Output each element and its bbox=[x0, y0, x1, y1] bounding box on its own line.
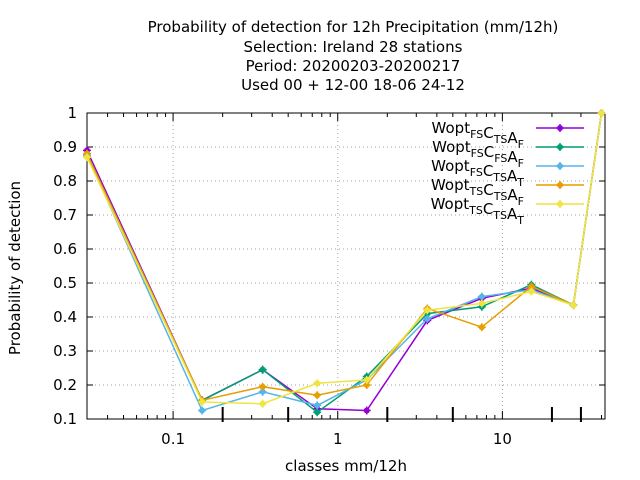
y-tick-label: 0.8 bbox=[53, 172, 77, 190]
legend-entry: WoptFSCTSAF bbox=[432, 119, 584, 151]
series-2 bbox=[83, 109, 606, 415]
legend-label: WoptTSCTSAF bbox=[431, 176, 524, 208]
class-marks bbox=[221, 407, 582, 422]
data-point bbox=[198, 406, 207, 415]
data-point bbox=[313, 408, 322, 417]
y-tick-label: 0.4 bbox=[53, 308, 77, 326]
legend-entry: WoptTSCTSAF bbox=[431, 176, 584, 208]
y-axis-title: Probability of detection bbox=[6, 181, 24, 355]
data-point bbox=[258, 365, 267, 374]
data-point bbox=[569, 301, 578, 310]
data-point bbox=[83, 153, 91, 162]
data-point bbox=[477, 299, 486, 308]
y-tick-label: 0.5 bbox=[53, 274, 77, 292]
title-line-2: Selection: Ireland 28 stations bbox=[244, 38, 463, 56]
series-4 bbox=[83, 109, 606, 408]
legend-entry: WoptFSCFSAF bbox=[432, 138, 584, 170]
data-point bbox=[362, 406, 371, 415]
y-tick-label: 0.1 bbox=[53, 410, 77, 428]
series-3 bbox=[83, 109, 606, 405]
series-0 bbox=[83, 109, 606, 415]
y-tick-label: 0.9 bbox=[53, 138, 77, 156]
grid bbox=[87, 113, 605, 419]
series-line bbox=[86, 112, 603, 412]
x-axis-title: classes mm/12h bbox=[285, 457, 407, 475]
x-tick-label: 0.1 bbox=[161, 430, 185, 448]
title-line-1: Probability of detection for 12h Precipi… bbox=[148, 18, 559, 36]
data-point bbox=[313, 379, 322, 388]
chart-title: Probability of detection for 12h Precipi… bbox=[148, 18, 559, 94]
title-line-4: Used 00 + 12-00 18-06 24-12 bbox=[241, 76, 465, 94]
legend-label: WoptFSCTSAF bbox=[432, 119, 524, 151]
series-line bbox=[86, 112, 603, 405]
data-point bbox=[477, 292, 486, 301]
x-tick-label: 1 bbox=[333, 430, 343, 448]
legend-label: WoptFSCTSAT bbox=[431, 157, 524, 189]
y-tick-label: 0.6 bbox=[53, 240, 77, 258]
series-1 bbox=[83, 109, 606, 417]
axis-ticks: 0.1 0.2 0.3 0.4 0.5 0.6 0.7 0.8 0.9 1 0.1 1 10 bbox=[53, 104, 605, 448]
series-lines bbox=[83, 109, 606, 417]
data-point bbox=[258, 382, 267, 391]
legend-entry: WoptTSCTSAT bbox=[431, 195, 584, 227]
legend-label: WoptTSCTSAT bbox=[431, 195, 525, 227]
series-line bbox=[86, 112, 603, 414]
series-line bbox=[86, 112, 603, 402]
data-point bbox=[423, 314, 432, 323]
y-tick-label: 0.2 bbox=[53, 376, 77, 394]
data-point bbox=[313, 391, 322, 400]
x-tick-label: 10 bbox=[493, 430, 512, 448]
data-point bbox=[423, 306, 432, 315]
y-tick-label: 1 bbox=[67, 104, 77, 122]
series-line bbox=[86, 112, 603, 412]
legend-label: WoptFSCFSAF bbox=[432, 138, 524, 170]
data-point bbox=[362, 381, 371, 389]
data-point bbox=[597, 109, 606, 117]
data-point bbox=[527, 287, 536, 296]
data-point bbox=[198, 398, 207, 406]
data-point bbox=[477, 323, 486, 332]
title-line-3: Period: 20200203-20200217 bbox=[246, 57, 461, 75]
plot-frame bbox=[86, 112, 606, 420]
legend: WoptFSCTSAFWoptFSCFSAFWoptFSCTSATWoptTSC… bbox=[431, 119, 584, 227]
data-point bbox=[258, 399, 267, 408]
y-tick-label: 0.7 bbox=[53, 206, 77, 224]
data-point bbox=[313, 401, 322, 410]
data-point bbox=[362, 375, 371, 384]
y-tick-label: 0.3 bbox=[53, 342, 77, 360]
legend-entry: WoptFSCTSAT bbox=[431, 157, 584, 189]
